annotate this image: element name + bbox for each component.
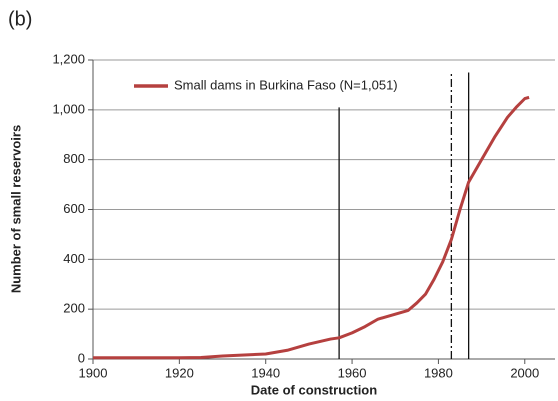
legend-label: Small dams in Burkina Faso (N=1,051) [174,77,398,92]
y-tick-label: 800 [63,151,85,166]
x-tick-label: 1980 [424,365,453,380]
y-tick-label: 400 [63,251,85,266]
y-tick-label: 1,200 [52,51,85,66]
x-tick-label: 1920 [165,365,194,380]
x-tick-label: 1900 [79,365,108,380]
panel-label: (b) [8,8,32,30]
y-tick-label: 1,000 [52,101,85,116]
y-tick-label: 600 [63,201,85,216]
y-tick-label: 0 [78,350,85,365]
y-axis-label: Number of small reservoirs [8,125,23,293]
data-line [93,95,530,360]
x-axis-label: Date of construction [251,382,377,397]
y-tick-label: 200 [63,301,85,316]
x-tick-label: 1940 [251,365,280,380]
x-tick-label: 1960 [338,365,367,380]
x-tick-label: 2000 [510,365,539,380]
